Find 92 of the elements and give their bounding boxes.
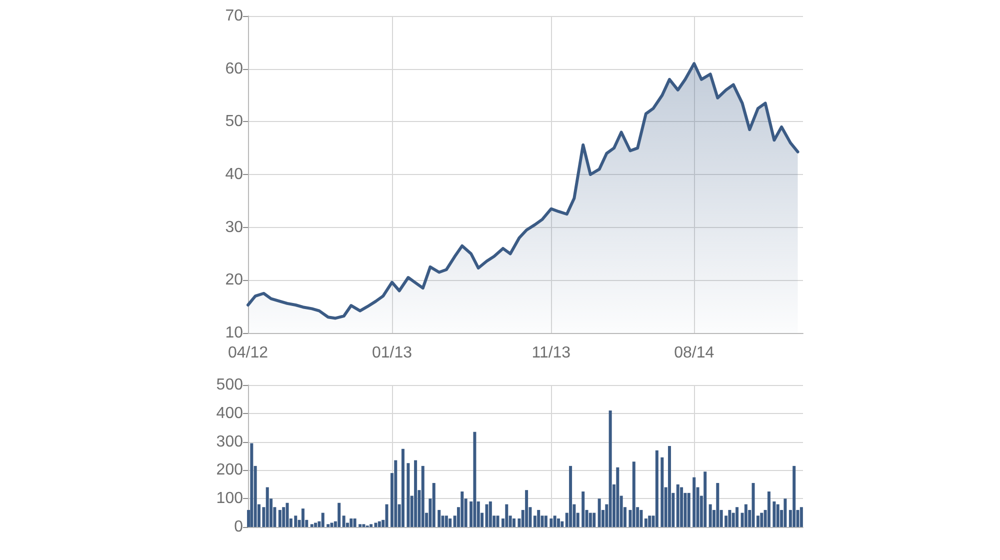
bar [744,504,748,527]
bar [266,487,269,527]
bar [736,507,739,527]
y-tick-label: 20 [225,272,244,289]
bar [680,487,684,527]
y-tick-label: 10 [225,324,244,342]
y-tick-label: 70 [225,8,244,24]
bar [438,510,441,527]
bar [537,510,540,527]
bar [792,466,796,527]
bar [414,460,418,527]
bar [505,504,508,527]
bar [592,512,596,527]
bar [616,467,620,527]
y-tick-label: 50 [225,113,244,130]
bar [598,498,601,527]
y-tick-label: 30 [225,218,244,236]
y-tick-label: 0 [234,518,244,536]
bar [330,522,334,527]
y-tick-label: 300 [216,433,244,450]
bar [588,512,592,527]
x-tick-label: 04/12 [228,344,268,362]
bar [282,507,286,527]
bar [608,410,612,527]
bar [569,466,572,527]
x-tick-label: 08/14 [674,344,714,362]
bar [767,492,770,527]
bar [488,501,492,527]
bar [394,460,398,527]
bar [687,492,690,527]
bar [668,446,671,527]
x-tick-label: 01/13 [372,344,412,362]
bar [406,463,410,527]
bar [378,521,381,527]
bar [660,457,664,527]
bar [556,518,560,527]
y-tick-label: 60 [225,60,244,78]
bar [448,518,452,527]
bar [708,504,712,527]
bar [655,450,658,527]
bar [560,521,564,527]
bar [314,522,318,527]
bar [800,507,803,527]
bar [582,492,585,527]
bar [444,516,448,527]
bar [385,504,388,527]
bar [728,510,732,527]
bar [496,516,500,527]
bar [342,516,346,527]
bar [421,466,424,527]
bar [326,524,330,527]
y-tick-label: 200 [216,462,244,479]
bar [784,498,787,527]
y-tick-label: 40 [225,166,244,183]
bar [374,522,378,527]
bar [310,524,314,527]
bar [460,492,464,527]
x-tick-label: 11/13 [532,344,571,362]
bar [401,448,404,527]
bar [370,524,373,527]
bar [485,504,488,527]
bar [544,516,548,527]
bar [525,490,528,527]
bar [550,518,553,527]
bar [676,484,680,527]
bar [321,512,324,527]
bar [301,508,304,527]
bar [286,502,289,527]
bar [772,501,776,527]
y-tick-label: 500 [216,376,244,394]
y-tick-label: 100 [216,490,244,508]
bar [632,462,636,527]
bar [473,432,476,527]
bar [692,477,696,527]
bar [338,502,341,527]
bar [704,472,707,527]
bar [760,512,764,527]
bar [512,518,516,527]
bar [648,516,652,527]
bar [776,504,780,527]
bar [278,510,282,527]
y-tick-label: 400 [216,404,244,422]
bar [640,510,643,527]
bar [350,518,353,527]
bar [353,518,356,527]
bar [553,516,556,527]
bar [362,524,366,527]
bar [250,443,254,527]
bar [432,482,436,527]
bar [358,524,362,527]
bar [644,518,648,527]
bar [716,482,720,527]
